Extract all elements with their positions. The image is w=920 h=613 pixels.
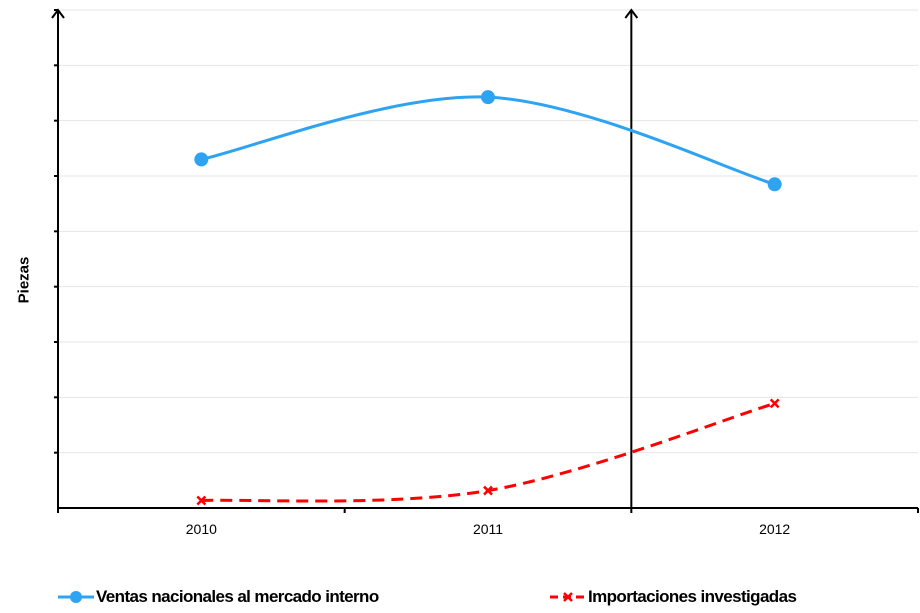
legend-label-importaciones: Importaciones investigadas [588, 587, 797, 606]
legend-item-importaciones: Importaciones investigadas [548, 585, 797, 609]
series-point-0 [194, 152, 209, 167]
series-layer [194, 90, 782, 506]
series-point-0 [481, 90, 495, 105]
series-point-1 [769, 398, 780, 409]
legend-label-ventas: Ventas nacionales al mercado interno [96, 587, 379, 606]
y-axis-title: Piezas [15, 256, 33, 304]
y-axis-arrow [51, 8, 65, 19]
series-line-0 [201, 95, 776, 186]
legend: Ventas nacionales al mercado interno Imp… [0, 585, 920, 613]
x-tick-label: 2010 [186, 521, 217, 537]
gridlines [58, 9, 918, 454]
legend-swatch-ventas [58, 591, 94, 603]
x-tick-labels: 2010 2011 2012 [186, 521, 791, 537]
legend-item-ventas: Ventas nacionales al mercado interno [56, 585, 379, 609]
x-tick-label: 2011 [473, 521, 503, 537]
legend-swatch-importaciones [550, 592, 586, 602]
y-axis-title-wrap: Piezas [4, 250, 44, 310]
series-point-0 [767, 177, 782, 192]
series-point-1 [483, 485, 493, 496]
line-chart: 2010 2011 2012 [51, 8, 919, 537]
axes [51, 8, 919, 513]
series-point-1 [196, 495, 207, 506]
x-tick-label: 2012 [759, 521, 790, 537]
divider-arrow [624, 8, 639, 19]
